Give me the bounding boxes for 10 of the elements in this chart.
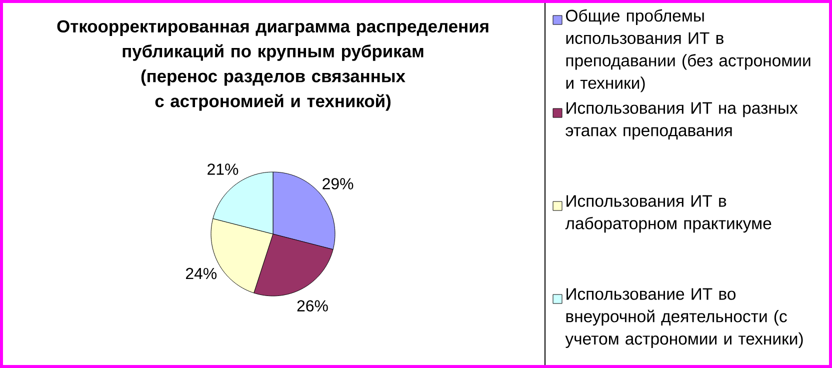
legend-label: Использование ИТ во внеурочной деятельности (с учетом астрономии и техники) bbox=[565, 288, 803, 348]
data-label: 29% bbox=[322, 178, 354, 190]
text: Откоорректированная диаграмма распределения публикаций по крупным рубрикам bbox=[57, 20, 488, 61]
data-label: 24% bbox=[186, 268, 217, 280]
text: (перенос разделов связанных с астрономией и техникой) bbox=[141, 70, 406, 111]
data-label: 21% bbox=[208, 164, 238, 175]
legend-label: Использования ИТ в лабораторном практикуме bbox=[565, 195, 772, 233]
legend-label: Общие проблемы использования ИТ в преподавании (без астрономии и техники) bbox=[566, 9, 810, 92]
legend-label: Использования ИТ на разных этапах преподавания bbox=[566, 102, 798, 140]
data-label: 26% bbox=[297, 300, 328, 312]
